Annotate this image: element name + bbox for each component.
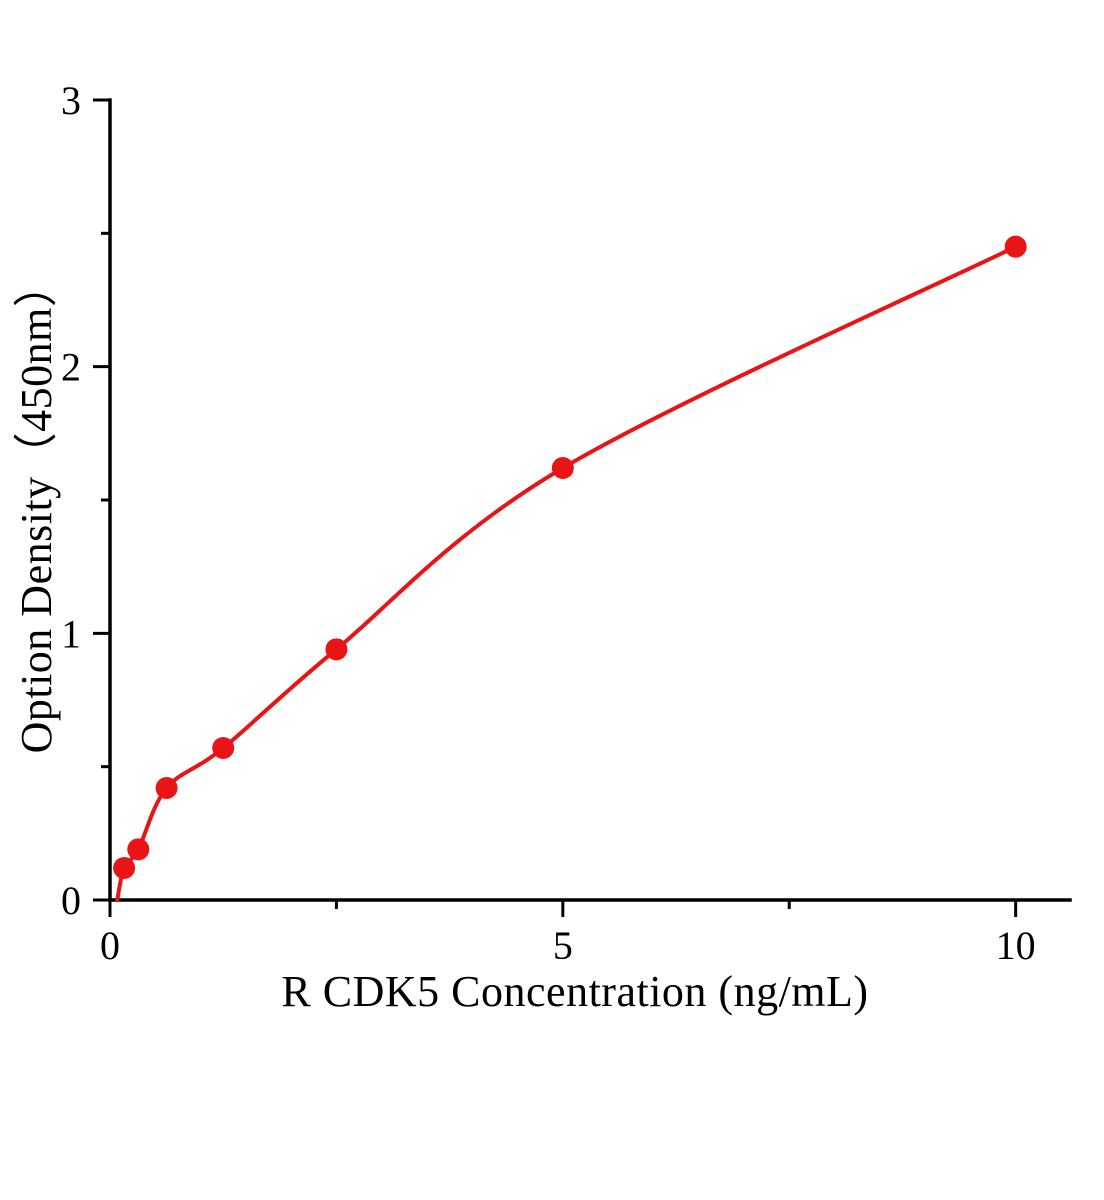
data-point [127, 838, 150, 861]
data-points [113, 235, 1027, 879]
axes [108, 98, 1072, 902]
x-axis-title: R CDK5 Concentration (ng/mL) [281, 967, 869, 1016]
y-tick-label: 0 [61, 878, 81, 923]
data-point [212, 737, 235, 759]
data-point [325, 638, 348, 661]
data-point [1004, 235, 1027, 258]
data-point [551, 457, 574, 479]
y-tick-label: 3 [61, 78, 81, 123]
tick-labels: 0 5 10 0 1 2 3 [61, 78, 1036, 968]
x-tick-label: 5 [553, 923, 573, 968]
tick-marks [93, 98, 1018, 917]
y-tick-label: 1 [61, 611, 81, 656]
x-tick-label: 0 [100, 923, 120, 968]
standard-curve-line [115, 244, 1018, 902]
data-point [113, 857, 136, 879]
y-tick-label: 2 [61, 345, 81, 390]
data-point [155, 777, 178, 799]
x-tick-label: 10 [996, 923, 1036, 968]
y-axis-title: Option Density（450nm） [12, 262, 61, 754]
fit-curve [115, 244, 1018, 902]
